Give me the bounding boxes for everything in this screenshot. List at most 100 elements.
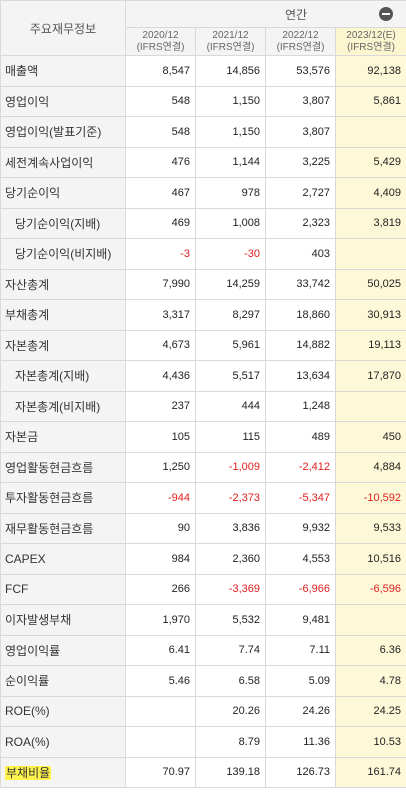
row-label: 자본총계(지배)	[15, 369, 90, 384]
value-cell: 2,360	[195, 543, 266, 575]
value-cell: -5,347	[265, 482, 336, 514]
value-cell: -2,373	[195, 482, 266, 514]
value-cell: 5,532	[195, 604, 266, 636]
table-row: 매출액 8,547 14,856 53,576 92,138	[0, 55, 406, 87]
row-label-cell: FCF	[0, 573, 126, 605]
value-cell: 3,836	[195, 512, 266, 544]
value-cell: 4,884	[334, 451, 406, 483]
row-label-cell: 영업이익률	[0, 634, 126, 666]
row-label: 이자발생부채	[5, 613, 72, 628]
value-cell: 4,436	[125, 360, 196, 392]
period-basis: (IFRS연결)	[136, 41, 185, 53]
period-header: 2021/12 (IFRS연결)	[195, 27, 266, 56]
value-cell: 5,517	[195, 360, 266, 392]
value-cell: 3,807	[265, 116, 336, 148]
value-cell: 6.58	[195, 665, 266, 697]
value-cell: 105	[125, 421, 196, 453]
value-cell: 2,727	[265, 177, 336, 209]
value-cell: 5.09	[265, 665, 336, 697]
row-label-cell: 영업이익(발표기준)	[0, 116, 126, 148]
table-row: 자본총계 4,673 5,961 14,882 19,113	[0, 329, 406, 361]
table-row: 영업활동현금흐름 1,250 -1,009 -2,412 4,884	[0, 451, 406, 483]
row-label: 영업활동현금흐름	[5, 460, 94, 475]
row-label-cell: ROA(%)	[0, 726, 126, 758]
value-cell: 1,150	[195, 85, 266, 117]
value-cell: 17,870	[334, 360, 406, 392]
row-label-cell: 부채비율	[0, 756, 126, 788]
value-cell: 70.97	[125, 756, 196, 788]
value-cell: 4.78	[334, 665, 406, 697]
row-label-cell: 자본총계	[0, 329, 126, 361]
value-cell: 5,429	[334, 146, 406, 178]
row-label-cell: 영업활동현금흐름	[0, 451, 126, 483]
value-cell: 403	[265, 238, 336, 270]
row-label-cell: 당기순이익(비지배)	[0, 238, 126, 270]
annual-group-header: 연간	[124, 0, 406, 28]
table-row: 당기순이익(지배) 469 1,008 2,323 3,819	[0, 207, 406, 239]
table-row: 부채총계 3,317 8,297 18,860 30,913	[0, 299, 406, 331]
row-label: 영업이익	[5, 94, 50, 109]
value-cell: -10,592	[334, 482, 406, 514]
period-basis: (IFRS연결)	[206, 41, 255, 53]
value-cell: 30,913	[334, 299, 406, 331]
table-row: 영업이익(발표기준) 548 1,150 3,807	[0, 116, 406, 148]
value-cell: 10,516	[334, 543, 406, 575]
row-label: 투자활동현금흐름	[5, 491, 94, 506]
value-cell: 50,025	[334, 268, 406, 300]
row-label: 당기순이익(비지배)	[15, 247, 112, 262]
value-cell: 476	[125, 146, 196, 178]
value-cell: 2,323	[265, 207, 336, 239]
row-label-cell: 부채총계	[0, 299, 126, 331]
row-label: ROE(%)	[5, 704, 50, 719]
period-date: 2023/12(E)	[346, 29, 396, 41]
period-header: 2020/12 (IFRS연결)	[125, 27, 196, 56]
row-label: 자산총계	[5, 277, 50, 292]
table-row: 순이익률 5.46 6.58 5.09 4.78	[0, 665, 406, 697]
value-cell	[334, 390, 406, 422]
period-basis: (IFRS연결)	[347, 41, 395, 53]
value-cell: 7.74	[195, 634, 266, 666]
value-cell: 8,547	[125, 55, 196, 87]
row-label-cell: ROE(%)	[0, 695, 126, 727]
value-cell: 115	[195, 421, 266, 453]
value-cell: 4,673	[125, 329, 196, 361]
table-row: 재무활동현금흐름 90 3,836 9,932 9,533	[0, 512, 406, 544]
row-label: 세전계속사업이익	[5, 155, 94, 170]
period-date: 2020/12	[142, 29, 179, 41]
value-cell: 3,819	[334, 207, 406, 239]
value-cell: 9,932	[265, 512, 336, 544]
value-cell: 8,297	[195, 299, 266, 331]
value-cell: 1,248	[265, 390, 336, 422]
collapse-icon[interactable]	[379, 7, 394, 21]
value-cell: 161.74	[334, 756, 406, 788]
annual-group-title: 연간	[284, 7, 308, 22]
period-basis: (IFRS연결)	[276, 41, 325, 53]
row-label-cell: 세전계속사업이익	[0, 146, 126, 178]
value-cell: -2,412	[265, 451, 336, 483]
value-cell: -944	[125, 482, 196, 514]
row-label: 자본총계	[5, 338, 50, 353]
value-cell: 1,150	[195, 116, 266, 148]
value-cell: -6,966	[265, 573, 336, 605]
row-label: 재무활동현금흐름	[5, 521, 94, 536]
value-cell: 24.26	[265, 695, 336, 727]
value-cell: 3,225	[265, 146, 336, 178]
value-cell: 548	[125, 116, 196, 148]
table-row: ROA(%) 8.79 11.36 10.53	[0, 726, 406, 758]
row-label: 영업이익(발표기준)	[5, 125, 102, 140]
row-label: 순이익률	[5, 674, 50, 689]
row-label: 매출액	[5, 64, 39, 79]
value-cell: 266	[125, 573, 196, 605]
row-label: 자본총계(비지배)	[15, 399, 101, 414]
value-cell: 548	[125, 85, 196, 117]
row-label: FCF	[5, 582, 29, 597]
row-label-cell: 당기순이익	[0, 177, 126, 209]
value-cell: 7.11	[265, 634, 336, 666]
row-label: 부채총계	[5, 308, 50, 323]
table-row: 자본금 105 115 489 450	[0, 421, 406, 453]
value-cell: 126.73	[265, 756, 336, 788]
value-cell: 24.25	[334, 695, 406, 727]
value-cell: 92,138	[334, 55, 406, 87]
table-row: 자본총계(비지배) 237 444 1,248	[0, 390, 406, 422]
row-label-cell: 자산총계	[0, 268, 126, 300]
